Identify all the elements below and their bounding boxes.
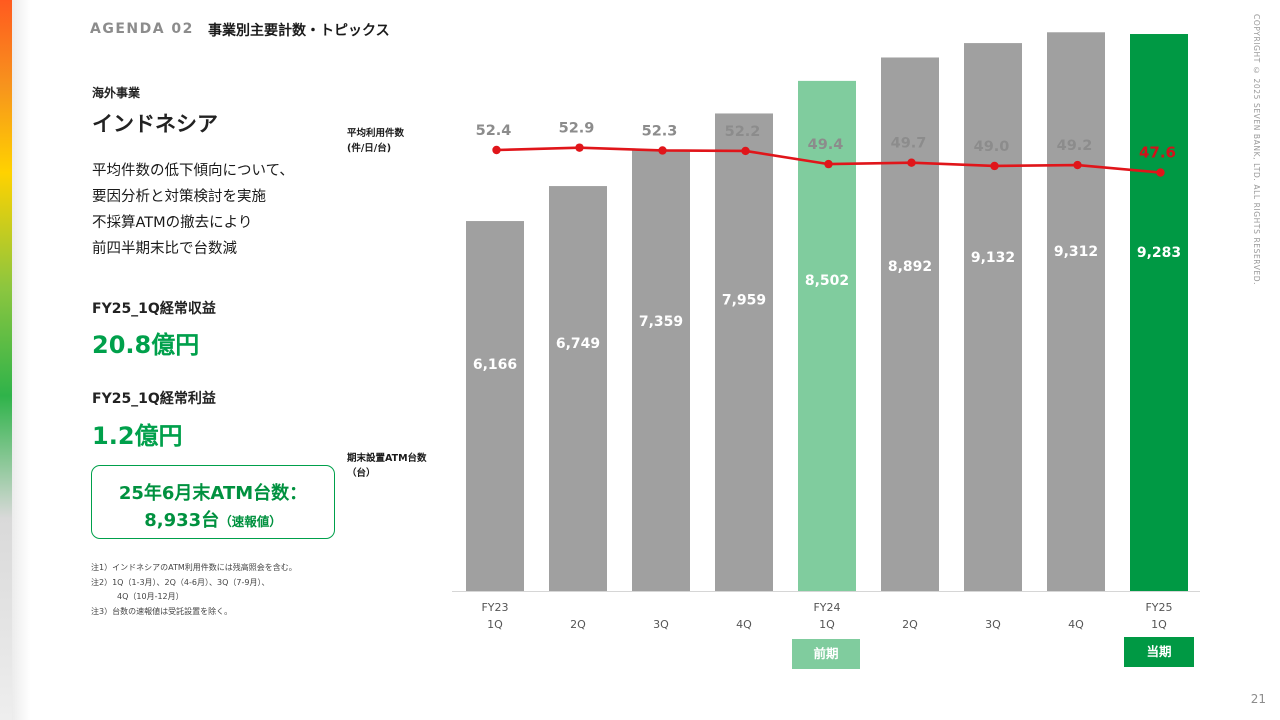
x-tick-label-quarter: 2Q [570,618,586,631]
bar-5 [798,81,856,591]
bar-value-label: 8,892 [888,259,932,275]
x-tick-label-quarter: 4Q [736,618,752,631]
bar-value-label: 7,959 [722,292,766,308]
bar-value-label: 9,312 [1054,244,1098,260]
bar-7 [964,43,1022,591]
bar-9 [1130,34,1188,591]
usage-point-8 [1073,161,1081,169]
x-tick-label-quarter: 1Q [819,618,835,631]
current-period-badge: 当期 [1124,637,1194,667]
bar-1 [466,221,524,591]
usage-value-label: 49.0 [974,139,1010,155]
x-tick-label-year: FY23 [481,601,508,614]
bar-4 [715,113,773,591]
bar-value-label: 9,283 [1137,245,1181,261]
usage-value-label: 49.7 [891,136,927,152]
usage-value-label: 52.9 [559,121,595,137]
usage-point-6 [907,158,915,166]
bar-value-label: 7,359 [639,314,683,330]
x-tick-label-quarter: 3Q [653,618,669,631]
usage-point-4 [741,147,749,155]
previous-period-badge: 前期 [792,639,860,669]
usage-point-5 [824,160,832,168]
bar-value-label: 9,132 [971,250,1015,266]
bar-2 [549,186,607,591]
usage-value-label: 49.4 [808,137,844,153]
bar-8 [1047,32,1105,591]
x-tick-label-year: FY24 [813,601,840,614]
usage-value-label: 49.2 [1057,138,1093,154]
bar-value-label: 6,749 [556,336,600,352]
bar-value-label: 6,166 [473,357,517,373]
usage-value-label: 52.3 [642,123,678,139]
usage-point-3 [658,146,666,154]
x-tick-label-quarter: 3Q [985,618,1001,631]
usage-point-9 [1156,168,1164,176]
usage-point-1 [492,146,500,154]
x-tick-label-quarter: 1Q [1151,618,1167,631]
bar-value-label: 8,502 [805,273,849,289]
usage-point-7 [990,162,998,170]
x-tick-label-year: FY25 [1145,601,1172,614]
usage-point-2 [575,143,583,151]
x-tick-label-quarter: 1Q [487,618,503,631]
usage-value-label: 52.2 [725,124,761,140]
usage-value-label: 47.6 [1139,144,1176,162]
x-tick-label-quarter: 2Q [902,618,918,631]
x-tick-label-quarter: 4Q [1068,618,1084,631]
usage-value-label: 52.4 [476,123,512,139]
bar-3 [632,149,690,591]
